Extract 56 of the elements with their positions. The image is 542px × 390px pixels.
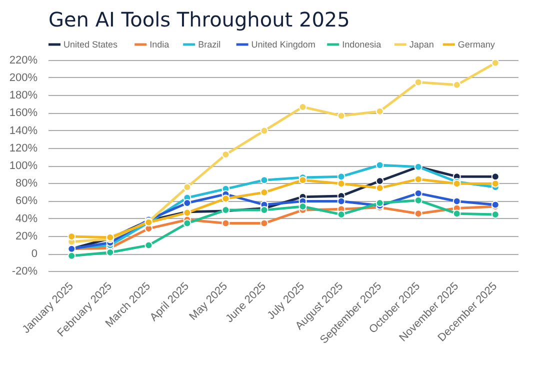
point [106,248,114,256]
point [183,183,192,192]
y-tick-label: -20% [12,266,38,278]
y-tick-label: 20% [15,230,38,242]
y-tick-label: 120% [9,142,38,154]
point [337,180,346,188]
point [414,189,422,198]
point [491,58,500,67]
legend-label: United Kingdom [251,40,316,50]
y-tick-label: 0 [31,248,38,260]
point [183,199,192,207]
y-tick-label: 80% [15,178,38,190]
point [376,161,384,170]
point [452,210,461,218]
point [222,219,230,228]
y-tick-label: 220% [9,54,38,66]
point [337,210,346,218]
point [414,196,422,204]
point [260,176,268,184]
y-tick-label: 100% [9,160,38,172]
legend-label: Germany [458,40,496,50]
point [222,150,230,159]
y-tick-label: 60% [15,195,38,208]
point [337,112,346,120]
legend-label: United States [64,40,118,50]
point [68,252,76,260]
y-tick-label: 160% [9,107,38,120]
point [414,78,422,86]
point [337,172,346,181]
point [298,202,307,211]
point [68,232,76,240]
point [376,107,384,116]
point [260,219,268,228]
legend-label: India [150,40,170,50]
point [183,219,192,228]
point [298,176,307,184]
y-tick-label: 180% [9,90,38,102]
point [414,175,422,184]
legend-label: Japan [409,40,434,50]
point [452,197,461,206]
point [376,199,384,207]
point [491,180,500,188]
point [260,188,268,196]
point [260,126,268,135]
y-tick-label: 140% [9,124,38,137]
point [337,197,346,206]
chart-title: Gen AI Tools Throughout 2025 [48,8,350,32]
point [414,210,422,218]
point [144,241,153,250]
legend-label: Brazil [198,40,221,50]
legend-label: Indonesia [342,40,382,50]
point [222,194,230,203]
y-tick-label: 200% [9,72,38,84]
y-tick-label: 40% [15,212,38,225]
point [452,80,461,89]
point [491,172,500,181]
